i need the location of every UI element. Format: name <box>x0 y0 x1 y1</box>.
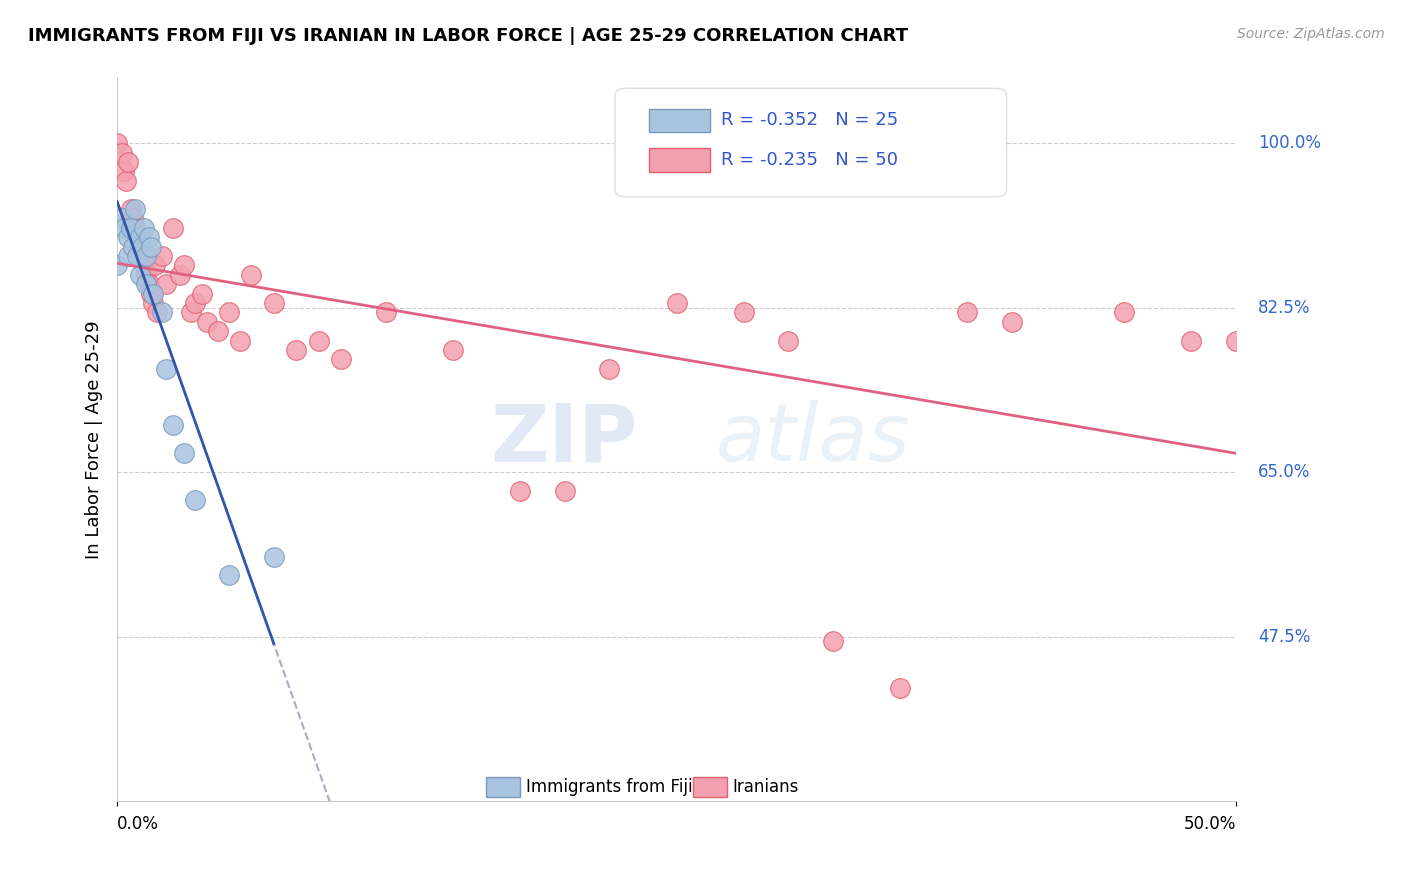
Point <box>733 305 755 319</box>
Point <box>1001 315 1024 329</box>
Point <box>112 220 135 235</box>
Text: 47.5%: 47.5% <box>1258 628 1310 646</box>
Point <box>115 174 138 188</box>
Text: 0.0%: 0.0% <box>117 815 159 833</box>
Point <box>132 220 155 235</box>
Bar <box>648 148 710 171</box>
Point <box>162 418 184 433</box>
Text: IMMIGRANTS FROM FIJI VS IRANIAN IN LABOR FORCE | AGE 25-29 CORRELATION CHART: IMMIGRANTS FROM FIJI VS IRANIAN IN LABOR… <box>28 27 908 45</box>
Bar <box>648 109 710 132</box>
Text: R = -0.352   N = 25: R = -0.352 N = 25 <box>721 112 898 129</box>
Point <box>111 211 134 226</box>
Point <box>441 343 464 357</box>
Point <box>218 568 240 582</box>
Point <box>173 259 195 273</box>
Text: 100.0%: 100.0% <box>1258 134 1322 153</box>
Point <box>285 343 308 357</box>
Point <box>139 286 162 301</box>
Point <box>173 446 195 460</box>
Point <box>1225 334 1247 348</box>
Point <box>143 259 166 273</box>
Y-axis label: In Labor Force | Age 25-29: In Labor Force | Age 25-29 <box>86 320 103 558</box>
Point <box>127 230 149 244</box>
Point <box>162 220 184 235</box>
Point <box>120 220 142 235</box>
Point <box>823 634 845 648</box>
Bar <box>486 777 520 797</box>
Point <box>105 136 128 151</box>
Point <box>105 259 128 273</box>
Point <box>120 202 142 216</box>
Point <box>138 277 160 292</box>
Point <box>111 145 134 160</box>
Point <box>207 324 229 338</box>
Point <box>308 334 330 348</box>
Point <box>184 296 207 310</box>
Point <box>329 352 352 367</box>
Point <box>135 249 157 263</box>
Point <box>128 268 150 282</box>
Point <box>956 305 979 319</box>
Point <box>665 296 688 310</box>
Point <box>150 305 173 319</box>
Point <box>131 239 153 253</box>
Point <box>128 239 150 253</box>
Point <box>155 277 177 292</box>
Point <box>180 305 202 319</box>
Point <box>135 268 157 282</box>
Point <box>263 549 285 564</box>
Point <box>117 155 139 169</box>
Point <box>889 681 911 696</box>
Point <box>132 259 155 273</box>
Point <box>117 249 139 263</box>
Point <box>169 268 191 282</box>
Point <box>374 305 396 319</box>
Text: Source: ZipAtlas.com: Source: ZipAtlas.com <box>1237 27 1385 41</box>
Point <box>139 239 162 253</box>
Point <box>124 220 146 235</box>
Point <box>150 249 173 263</box>
Text: 50.0%: 50.0% <box>1184 815 1236 833</box>
Text: 82.5%: 82.5% <box>1258 299 1310 317</box>
Point <box>135 277 157 292</box>
Point <box>554 483 576 498</box>
Text: Immigrants from Fiji: Immigrants from Fiji <box>526 779 692 797</box>
Point <box>155 361 177 376</box>
Point <box>121 239 143 253</box>
Point <box>229 334 252 348</box>
Point <box>112 164 135 178</box>
Point <box>1112 305 1135 319</box>
Point <box>184 493 207 508</box>
Point <box>778 334 800 348</box>
Point <box>1180 334 1202 348</box>
Point <box>142 296 165 310</box>
Point <box>240 268 263 282</box>
Point <box>138 230 160 244</box>
Point <box>263 296 285 310</box>
Point <box>127 249 149 263</box>
Point <box>121 211 143 226</box>
Point <box>191 286 214 301</box>
Point <box>117 230 139 244</box>
Text: atlas: atlas <box>716 401 911 478</box>
Bar <box>693 777 727 797</box>
Point <box>131 249 153 263</box>
Point <box>195 315 218 329</box>
Point <box>598 361 620 376</box>
Point <box>509 483 531 498</box>
Text: ZIP: ZIP <box>491 401 637 478</box>
FancyBboxPatch shape <box>614 88 1007 197</box>
Point <box>218 305 240 319</box>
Point <box>128 230 150 244</box>
Point <box>124 202 146 216</box>
Text: 65.0%: 65.0% <box>1258 463 1310 481</box>
Point <box>146 305 169 319</box>
Text: R = -0.235   N = 50: R = -0.235 N = 50 <box>721 151 898 169</box>
Point <box>142 286 165 301</box>
Text: Iranians: Iranians <box>733 779 799 797</box>
